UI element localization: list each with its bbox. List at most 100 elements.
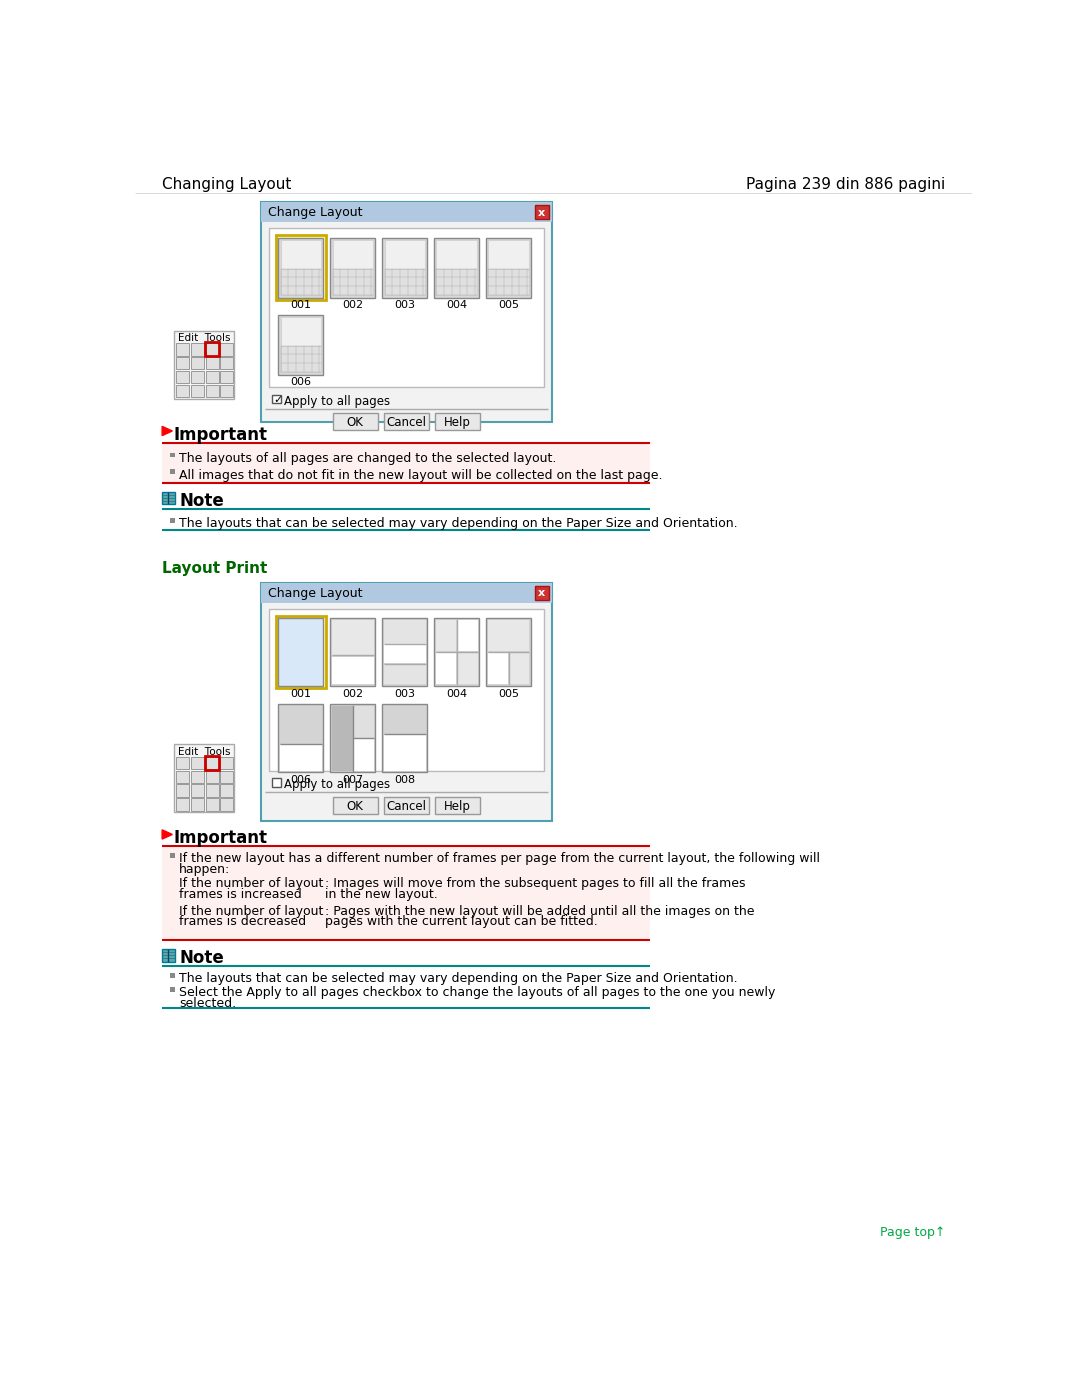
Bar — [176, 798, 189, 810]
Bar — [220, 784, 233, 796]
Bar — [435, 414, 480, 430]
Text: Help: Help — [444, 416, 471, 429]
Bar — [170, 986, 175, 992]
Bar — [220, 344, 233, 355]
Bar — [458, 652, 477, 685]
Bar — [279, 617, 323, 686]
Text: Cancel: Cancel — [387, 800, 427, 813]
Bar — [162, 492, 175, 504]
Text: Select the Apply to all pages checkbox to change the layouts of all pages to the: Select the Apply to all pages checkbox t… — [179, 986, 775, 999]
Bar — [281, 240, 321, 268]
Bar — [436, 240, 476, 268]
Bar — [383, 796, 429, 813]
Text: Cancel: Cancel — [387, 416, 427, 429]
Text: Edit  Tools: Edit Tools — [177, 334, 230, 344]
Bar — [383, 644, 426, 662]
Bar — [353, 705, 374, 738]
Bar — [333, 240, 373, 268]
Text: pages with the current layout can be fitted.: pages with the current layout can be fit… — [325, 915, 597, 929]
Bar — [488, 652, 508, 685]
Bar — [162, 967, 650, 1007]
Bar — [174, 745, 234, 812]
Bar — [383, 414, 429, 430]
Bar — [191, 784, 204, 796]
Text: OK: OK — [347, 416, 364, 429]
Bar — [333, 796, 378, 813]
Text: frames is decreased: frames is decreased — [179, 915, 307, 929]
Polygon shape — [162, 830, 173, 840]
Text: 003: 003 — [394, 300, 415, 310]
Bar — [384, 240, 424, 268]
Bar — [220, 757, 233, 768]
Bar — [170, 854, 175, 858]
Bar — [383, 735, 426, 771]
Bar — [279, 237, 323, 298]
Bar — [332, 657, 374, 685]
Bar — [281, 345, 321, 373]
Text: in the new layout.: in the new layout. — [325, 887, 437, 901]
Bar — [191, 344, 204, 355]
Text: 006: 006 — [291, 377, 311, 387]
Text: 002: 002 — [342, 689, 363, 698]
Bar — [280, 705, 322, 745]
Polygon shape — [162, 426, 173, 436]
Bar — [191, 384, 204, 397]
Text: If the new layout has a different number of frames per page from the current lay: If the new layout has a different number… — [179, 852, 820, 865]
Bar — [205, 358, 218, 369]
Bar — [162, 443, 650, 482]
Bar — [170, 974, 175, 978]
Text: 003: 003 — [394, 689, 415, 698]
Bar — [205, 771, 218, 782]
Bar — [383, 665, 426, 685]
Bar — [170, 518, 175, 522]
Bar — [205, 757, 218, 768]
Bar — [486, 237, 531, 298]
Bar — [486, 617, 531, 686]
Bar — [488, 620, 529, 651]
Bar — [205, 756, 219, 770]
Text: 006: 006 — [291, 775, 311, 785]
Bar — [220, 372, 233, 383]
Bar — [535, 585, 549, 599]
Bar — [162, 509, 650, 531]
Bar — [269, 229, 544, 387]
Text: frames is increased: frames is increased — [179, 887, 302, 901]
Bar — [332, 705, 353, 771]
Text: 004: 004 — [446, 300, 468, 310]
Bar — [269, 609, 544, 771]
Bar — [162, 949, 175, 961]
Bar — [535, 205, 549, 219]
Bar — [191, 358, 204, 369]
Bar — [384, 268, 424, 295]
Bar — [261, 203, 552, 422]
Bar — [330, 237, 375, 298]
Text: 001: 001 — [291, 689, 311, 698]
Text: 005: 005 — [498, 689, 519, 698]
Bar — [205, 372, 218, 383]
Bar — [220, 384, 233, 397]
Bar — [220, 798, 233, 810]
Text: Pagina 239 din 886 pagini: Pagina 239 din 886 pagini — [745, 177, 945, 191]
Bar — [205, 384, 218, 397]
Bar — [279, 704, 323, 773]
Bar — [205, 344, 218, 355]
Bar — [191, 757, 204, 768]
Text: ✓: ✓ — [273, 395, 282, 405]
Bar — [191, 798, 204, 810]
Text: Help: Help — [444, 800, 471, 813]
Bar — [276, 616, 326, 689]
Bar — [272, 395, 281, 404]
Bar — [382, 237, 428, 298]
Bar — [176, 372, 189, 383]
Text: Important: Important — [174, 828, 268, 847]
Bar — [281, 268, 321, 295]
Bar — [174, 331, 234, 398]
Bar — [330, 704, 375, 773]
Bar — [382, 704, 428, 773]
Bar — [191, 771, 204, 782]
Bar — [330, 617, 375, 686]
Bar — [435, 652, 456, 685]
Text: Important: Important — [174, 426, 268, 444]
Text: 001: 001 — [291, 300, 311, 310]
Text: 002: 002 — [342, 300, 363, 310]
